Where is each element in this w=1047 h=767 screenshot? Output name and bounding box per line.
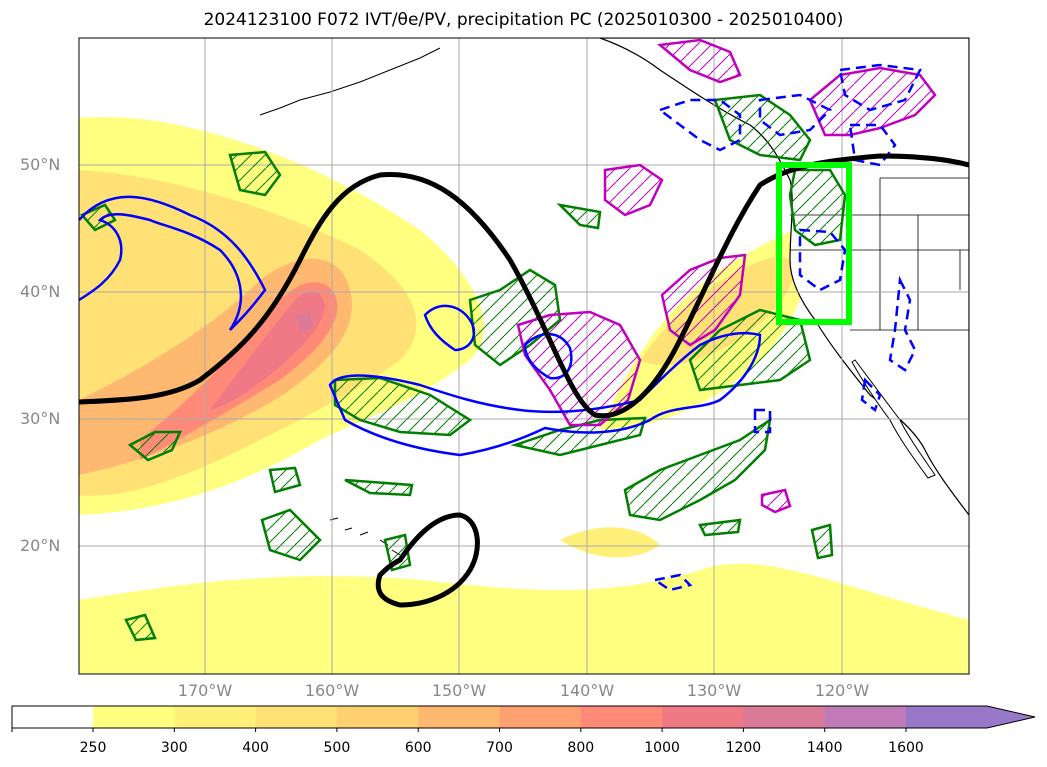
green-contour: [510, 416, 647, 457]
blue-contour: [798, 228, 847, 292]
colorbar-segment: [906, 706, 987, 728]
colorbar-segment: [336, 706, 419, 728]
highlight-box: [776, 162, 852, 325]
colorbar-tick-label: 1600: [888, 740, 924, 756]
green-contour: [260, 508, 322, 562]
state-borders: [790, 177, 969, 331]
blue-contour: [838, 63, 922, 112]
green-contour: [124, 613, 157, 642]
magenta-contour: [603, 163, 664, 217]
green-contour: [698, 518, 742, 537]
magenta-contour: [760, 488, 792, 514]
blue-contour: [758, 93, 833, 137]
green-contour: [556, 203, 602, 230]
black-contour-main: [79, 153, 969, 419]
magenta-contour: [656, 38, 742, 84]
lat-label-30: 30°N: [20, 409, 61, 428]
colorbar-tick-label: 600: [404, 740, 432, 756]
ivt-tropical: [560, 527, 660, 558]
colorbar: [11, 705, 1036, 732]
colorbar-segment: [174, 706, 257, 728]
blue-contour: [328, 331, 762, 457]
green-contour: [383, 533, 412, 572]
lon-label-150w: 150°W: [431, 681, 487, 700]
green-contour: [268, 466, 302, 494]
colorbar-segment: [580, 706, 663, 728]
blue-contour: [423, 304, 476, 352]
blue-contours: [79, 63, 922, 592]
colorbar-tick-label: 400: [242, 740, 269, 756]
blue-contour: [753, 408, 772, 434]
green-contour: [228, 150, 282, 197]
magenta-contour: [808, 66, 937, 137]
green-contour: [344, 478, 414, 497]
colorbar-tick-label: 1400: [806, 740, 843, 756]
colorbar-tick-label: 800: [567, 740, 595, 756]
colorbar-segment: [662, 706, 744, 728]
ivt-plume-west: [296, 312, 313, 333]
lon-label-120w: 120°W: [814, 681, 870, 700]
green-contours: [79, 93, 847, 642]
colorbar-outline: [11, 705, 1036, 729]
green-contour: [127, 430, 182, 462]
colorbar-tick-label: 250: [79, 740, 107, 756]
lat-label-20: 20°N: [20, 536, 61, 555]
colorbar-segment: [824, 706, 907, 728]
aleutian-islands: [259, 47, 441, 116]
colorbar-segment: [255, 706, 338, 728]
blue-contour: [657, 98, 742, 152]
green-contour: [623, 417, 772, 522]
black-contour: [79, 153, 969, 608]
colorbar-tick-label: 300: [160, 740, 188, 756]
colorbar-segments: [93, 706, 987, 728]
lon-label-160w: 160°W: [304, 681, 360, 700]
colorbar-segment: [499, 706, 582, 728]
colorbar-segment: [93, 706, 175, 728]
lat-label-50: 50°N: [20, 155, 61, 174]
ivt-plume-west: [210, 290, 325, 410]
green-contour: [688, 308, 812, 392]
lat-label-40: 40°N: [20, 282, 61, 301]
colorbar-tick-label: 1200: [725, 740, 762, 756]
blue-contour: [860, 377, 882, 413]
colorbar-tick-label: 700: [486, 740, 513, 756]
map-frame: [78, 37, 970, 675]
green-contour: [333, 376, 473, 437]
magenta-contour: [660, 253, 747, 347]
colorbar-segment: [418, 706, 500, 728]
ivt-tropical: [79, 563, 969, 674]
blue-contour: [79, 195, 267, 331]
colorbar-extend-arrow: [987, 706, 1035, 728]
colorbar-tick-label: 500: [323, 740, 351, 756]
green-contour: [788, 168, 847, 247]
black-contour-closed-loop: [375, 512, 480, 608]
lon-label-130w: 130°W: [686, 681, 742, 700]
colorbar-segment: [743, 706, 826, 728]
map-panel: [78, 37, 970, 675]
lon-label-170w: 170°W: [177, 681, 233, 700]
blue-contour: [651, 573, 693, 592]
figure-title: 2024123100 F072 IVT/θe/PV, precipitation…: [203, 10, 844, 30]
lon-label-140w: 140°W: [559, 681, 615, 700]
green-contour: [810, 523, 834, 560]
colorbar-tick-label: 1000: [644, 740, 680, 756]
colorbar-segment-under: [12, 706, 93, 728]
hawaii-islands: [329, 517, 401, 556]
blue-contour: [888, 275, 917, 372]
